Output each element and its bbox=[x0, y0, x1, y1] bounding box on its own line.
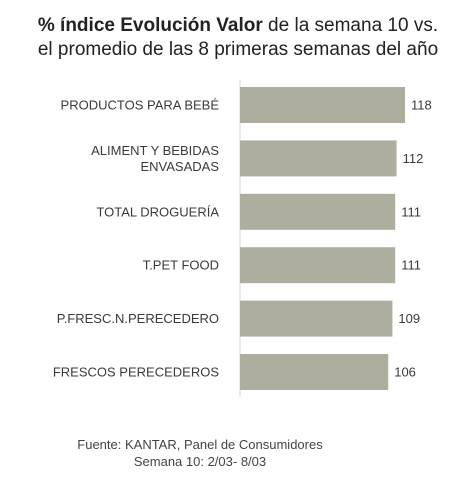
source-note: Fuente: KANTAR, Panel de Consumidores Se… bbox=[0, 436, 400, 470]
bar-1 bbox=[240, 140, 397, 177]
category-label-line: FRESCOS PERECEDEROS bbox=[53, 365, 219, 380]
category-label-4: P.FRESC.N.PERECEDERO bbox=[57, 311, 219, 326]
chart-title-bold: % índice Evolución Valor bbox=[37, 15, 263, 36]
category-label-0: PRODUCTOS PARA BEBÉ bbox=[61, 98, 220, 113]
chart-title: % índice Evolución Valor de la semana 10… bbox=[0, 14, 476, 62]
source-line-1: Fuente: KANTAR, Panel de Consumidores bbox=[77, 437, 323, 452]
category-label-line: P.FRESC.N.PERECEDERO bbox=[57, 311, 219, 326]
category-label-line: ALIMENT Y BEBIDAS bbox=[91, 143, 219, 158]
category-label-line: PRODUCTOS PARA BEBÉ bbox=[61, 98, 220, 113]
category-label-line: ENVASADAS bbox=[140, 159, 219, 174]
category-label-1: ALIMENT Y BEBIDAS ENVASADAS bbox=[91, 143, 219, 174]
bar-0 bbox=[240, 87, 405, 123]
value-label-4: 109 bbox=[398, 311, 420, 326]
bar-3 bbox=[240, 247, 396, 284]
value-label-1: 112 bbox=[403, 151, 424, 166]
category-label-line: TOTAL DROGUERÍA bbox=[96, 204, 219, 219]
bar-2 bbox=[240, 193, 396, 230]
value-label-5: 106 bbox=[394, 365, 416, 380]
chart-title-rest: de la semana 10 vs. bbox=[262, 15, 439, 36]
category-label-2: TOTAL DROGUERÍA bbox=[96, 204, 219, 219]
bar-5 bbox=[240, 354, 389, 390]
value-label-3: 111 bbox=[401, 258, 421, 273]
category-label-3: T.PET FOOD bbox=[143, 258, 219, 273]
value-label-2: 111 bbox=[401, 204, 421, 219]
value-label-0: 118 bbox=[411, 98, 432, 113]
source-line-2: Semana 10: 2/03- 8/03 bbox=[133, 454, 267, 469]
chart-title-line2: el promedio de las 8 primeras semanas de… bbox=[37, 39, 439, 60]
category-label-5: FRESCOS PERECEDEROS bbox=[53, 365, 219, 380]
category-label-line: T.PET FOOD bbox=[143, 258, 219, 273]
bar-4 bbox=[240, 300, 393, 337]
